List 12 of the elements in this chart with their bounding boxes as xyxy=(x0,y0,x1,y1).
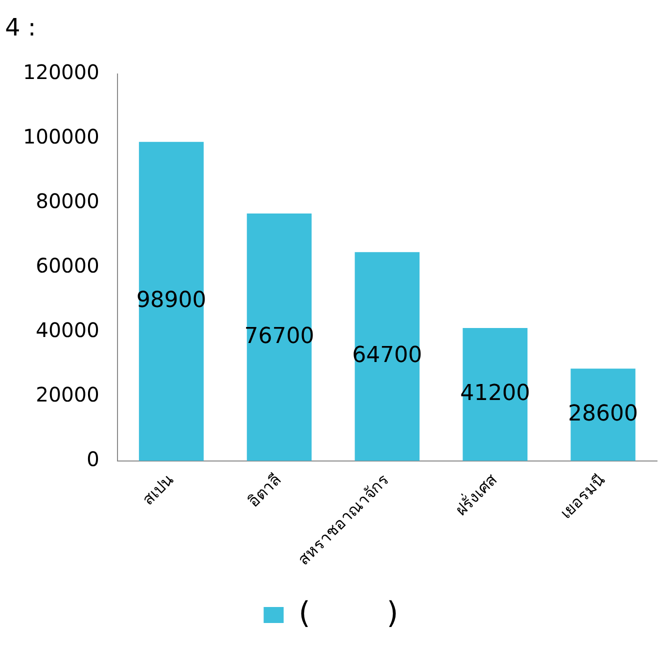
bar xyxy=(138,142,204,461)
y-tick-label: 60000 xyxy=(36,254,100,278)
bar xyxy=(354,252,420,461)
y-tick-label: 40000 xyxy=(36,318,100,342)
y-tick-label: 120000 xyxy=(22,60,100,84)
bar xyxy=(246,213,312,461)
y-tick-label: 20000 xyxy=(36,382,100,407)
y-tick-label: 0 xyxy=(86,447,100,472)
chart-title: 4 : xyxy=(5,14,36,42)
legend-label: ( ) xyxy=(298,596,398,631)
y-tick-label: 80000 xyxy=(36,189,100,214)
y-tick-label: 100000 xyxy=(22,124,100,149)
